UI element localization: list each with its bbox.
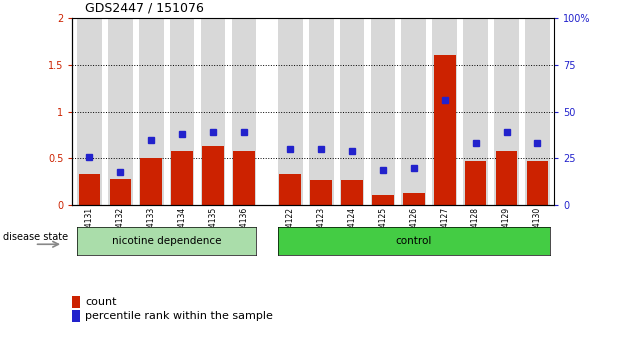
Bar: [401, 18, 426, 205]
Bar: [110, 179, 131, 205]
Bar: [201, 18, 226, 205]
Bar: [494, 18, 519, 205]
Bar: [340, 18, 364, 205]
Bar: [527, 161, 548, 205]
Bar: [372, 195, 394, 205]
Bar: [341, 180, 363, 205]
Bar: [465, 161, 486, 205]
Bar: [403, 193, 425, 205]
Text: GDS2447 / 151076: GDS2447 / 151076: [85, 1, 204, 14]
Bar: [108, 18, 133, 205]
Text: disease state: disease state: [3, 232, 68, 242]
Bar: [280, 175, 301, 205]
Bar: [463, 18, 488, 205]
Bar: [496, 151, 517, 205]
Bar: [232, 18, 256, 205]
Bar: [434, 55, 455, 205]
Text: control: control: [396, 236, 432, 246]
Bar: [309, 18, 333, 205]
Bar: [278, 18, 302, 205]
Bar: [79, 175, 100, 205]
Bar: [171, 151, 193, 205]
Bar: [139, 18, 164, 205]
Bar: [311, 180, 332, 205]
Bar: [140, 159, 162, 205]
Bar: [525, 18, 550, 205]
Bar: [169, 18, 195, 205]
Bar: [432, 18, 457, 205]
Bar: [202, 146, 224, 205]
Text: percentile rank within the sample: percentile rank within the sample: [85, 311, 273, 321]
Text: count: count: [85, 297, 117, 307]
Text: nicotine dependence: nicotine dependence: [112, 236, 221, 246]
Bar: [233, 151, 255, 205]
Bar: [370, 18, 395, 205]
Bar: [77, 18, 102, 205]
